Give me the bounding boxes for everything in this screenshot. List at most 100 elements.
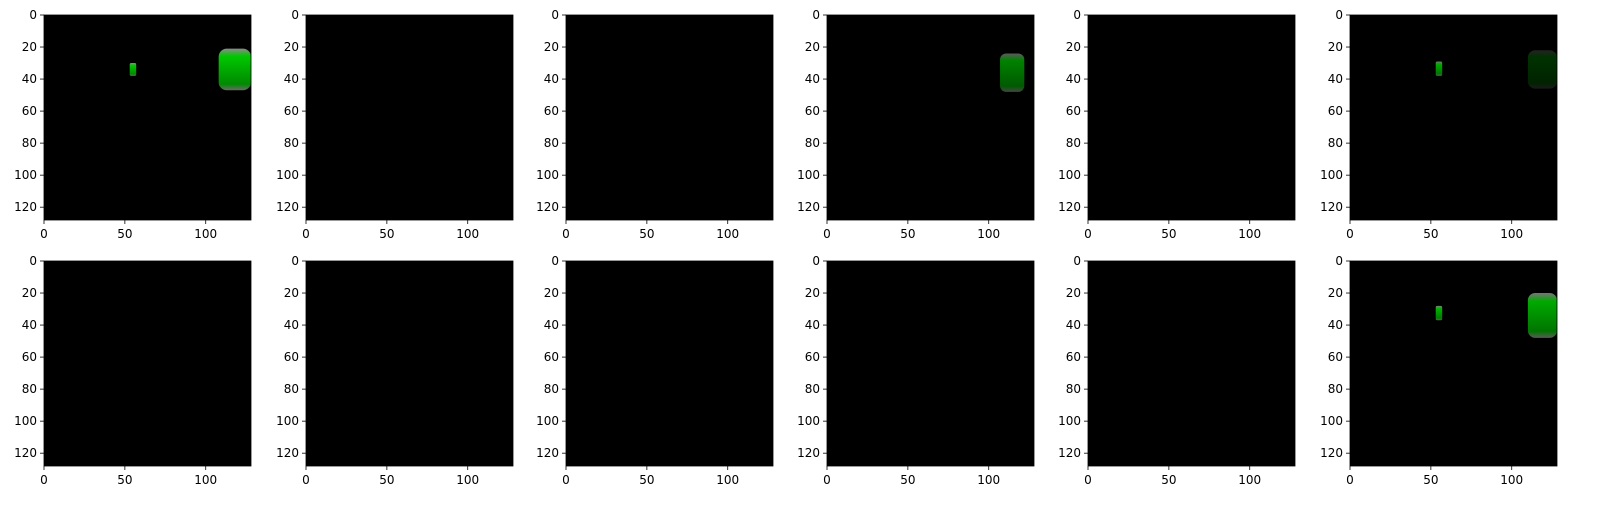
image-area	[1350, 261, 1557, 466]
y-tick-label: 0	[1335, 8, 1343, 22]
y-tick-label: 120	[1058, 446, 1081, 460]
y-tick-label: 60	[1066, 104, 1081, 118]
x-tick-label: 100	[1500, 473, 1523, 487]
y-tick-label: 120	[536, 446, 559, 460]
x-tick-label: 0	[562, 473, 570, 487]
x-tick-label: 50	[639, 473, 654, 487]
x-tick-label: 50	[1161, 227, 1176, 241]
y-tick-label: 40	[805, 318, 820, 332]
y-tick-label: 120	[536, 200, 559, 214]
axes-frame	[305, 260, 514, 467]
y-tick-label: 60	[544, 104, 559, 118]
y-tick-label: 60	[1328, 104, 1343, 118]
x-tick-label: 0	[302, 227, 310, 241]
x-tick-label: 100	[456, 227, 479, 241]
y-tick-label: 40	[284, 318, 299, 332]
x-tick-label: 100	[1500, 227, 1523, 241]
image-area	[1088, 15, 1295, 220]
y-tick-label: 100	[797, 168, 820, 182]
x-tick-label: 0	[823, 227, 831, 241]
y-tick-label: 100	[1058, 414, 1081, 428]
object-medium-blob	[1000, 53, 1025, 92]
object-large-blob	[1527, 293, 1557, 338]
y-tick-label: 100	[1058, 168, 1081, 182]
x-tick-label: 0	[302, 473, 310, 487]
y-tick-label: 120	[14, 200, 37, 214]
x-tick-label: 0	[40, 473, 48, 487]
y-tick-label: 20	[22, 286, 37, 300]
y-tick-label: 40	[805, 72, 820, 86]
x-tick-label: 100	[1238, 473, 1261, 487]
x-tick-label: 50	[1161, 473, 1176, 487]
axes-frame	[43, 260, 252, 467]
y-tick-label: 40	[22, 318, 37, 332]
y-tick-label: 120	[1320, 200, 1343, 214]
y-tick-label: 60	[544, 350, 559, 364]
y-tick-label: 120	[797, 200, 820, 214]
y-tick-label: 40	[22, 72, 37, 86]
x-tick-label: 0	[40, 227, 48, 241]
x-tick-label: 100	[194, 227, 217, 241]
x-tick-label: 50	[1423, 473, 1438, 487]
x-tick-label: 50	[117, 473, 132, 487]
x-tick-label: 0	[1346, 227, 1354, 241]
y-tick-label: 120	[276, 446, 299, 460]
x-tick-label: 0	[1084, 227, 1092, 241]
x-tick-label: 50	[117, 227, 132, 241]
axes-frame	[1087, 260, 1296, 467]
x-tick-label: 0	[1084, 473, 1092, 487]
y-tick-label: 20	[1066, 40, 1081, 54]
panel-row1-col4: 0 50 100 0 20 40 60 80 100 120	[797, 8, 1035, 241]
y-tick-label: 80	[544, 136, 559, 150]
x-tick-label: 100	[716, 227, 739, 241]
y-tick-label: 40	[1328, 72, 1343, 86]
y-tick-label: 0	[1335, 254, 1343, 268]
panel-row2-col1: 0 50 100 0 20 40 60 80 100 120	[14, 254, 252, 487]
y-tick-label: 80	[1328, 136, 1343, 150]
x-tick-label: 50	[639, 227, 654, 241]
y-tick-label: 0	[551, 254, 559, 268]
panel-row2-col2: 0 50 100 0 20 40 60 80 100 120	[276, 254, 514, 487]
y-tick-label: 0	[1073, 254, 1081, 268]
y-tick-label: 80	[1066, 382, 1081, 396]
x-tick-label: 100	[716, 473, 739, 487]
y-tick-label: 40	[1066, 318, 1081, 332]
y-tick-label: 120	[797, 446, 820, 460]
x-tick-label: 50	[379, 227, 394, 241]
y-tick-label: 20	[544, 286, 559, 300]
image-area	[827, 15, 1034, 220]
x-tick-label: 50	[900, 473, 915, 487]
axes-frame	[826, 260, 1035, 467]
y-tick-label: 80	[22, 136, 37, 150]
y-tick-label: 0	[812, 254, 820, 268]
object-faint-blob	[1527, 50, 1557, 89]
y-tick-label: 40	[1328, 318, 1343, 332]
panel-row1-col3: 0 50 100 0 20 40 60 80 100 120	[536, 8, 774, 241]
image-area	[827, 261, 1034, 466]
y-tick-label: 0	[551, 8, 559, 22]
y-tick-label: 100	[276, 414, 299, 428]
y-tick-label: 100	[797, 414, 820, 428]
axes-frame	[43, 14, 252, 221]
x-tick-label: 100	[977, 227, 1000, 241]
axes-frame	[1087, 14, 1296, 221]
image-area	[306, 261, 513, 466]
y-tick-label: 80	[284, 382, 299, 396]
axes-frame	[565, 260, 774, 467]
y-tick-label: 120	[1058, 200, 1081, 214]
y-tick-label: 20	[805, 286, 820, 300]
x-tick-label: 0	[1346, 473, 1354, 487]
axes-frame	[565, 14, 774, 221]
y-tick-label: 80	[544, 382, 559, 396]
axes-frame	[305, 14, 514, 221]
y-tick-label: 40	[1066, 72, 1081, 86]
image-area	[1088, 261, 1295, 466]
x-tick-label: 0	[562, 227, 570, 241]
axes-frame	[1349, 14, 1558, 221]
y-tick-label: 100	[536, 414, 559, 428]
y-tick-label: 20	[1328, 40, 1343, 54]
y-tick-label: 0	[1073, 8, 1081, 22]
y-tick-label: 120	[1320, 446, 1343, 460]
y-tick-label: 60	[22, 104, 37, 118]
